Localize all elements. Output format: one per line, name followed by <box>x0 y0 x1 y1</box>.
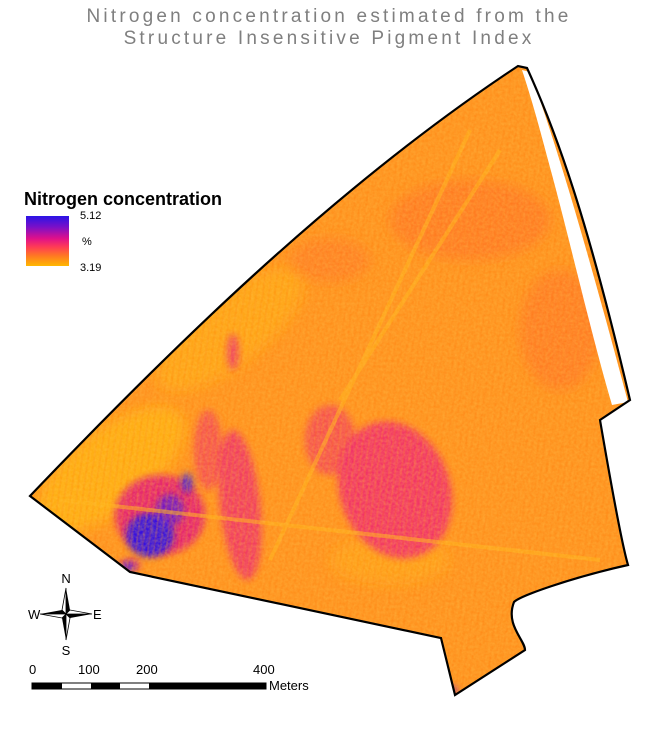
scale-tick-100: 100 <box>78 662 100 677</box>
north-point <box>66 588 70 614</box>
scale-bar <box>31 682 267 690</box>
west-point <box>40 610 66 614</box>
legend-title: Nitrogen concentration <box>24 189 223 209</box>
legend-min-label: 3.19 <box>80 262 102 274</box>
north-arrow: N S E W <box>28 571 102 658</box>
map-title-line-2: Structure Insensitive Pigment Index <box>123 28 535 49</box>
legend-max-label: 5.12 <box>80 210 102 222</box>
scale-tick-200: 200 <box>136 662 158 677</box>
legend-color-ramp <box>26 216 69 266</box>
no-data-strip <box>522 70 628 405</box>
west-label: W <box>28 607 41 622</box>
east-label: E <box>93 607 102 622</box>
north-label: N <box>61 571 70 586</box>
scale-unit: Meters <box>269 678 309 693</box>
map-title: Nitrogen concentration estimated from th… <box>0 6 658 50</box>
south-label: S <box>62 643 71 658</box>
scale-tick-0: 0 <box>29 662 37 677</box>
east-point <box>66 614 92 618</box>
map-title-line-1: Nitrogen concentration estimated from th… <box>86 6 572 27</box>
legend-unit-label: % <box>82 236 92 248</box>
south-point <box>62 614 66 640</box>
scale-tick-400: 400 <box>253 662 275 677</box>
